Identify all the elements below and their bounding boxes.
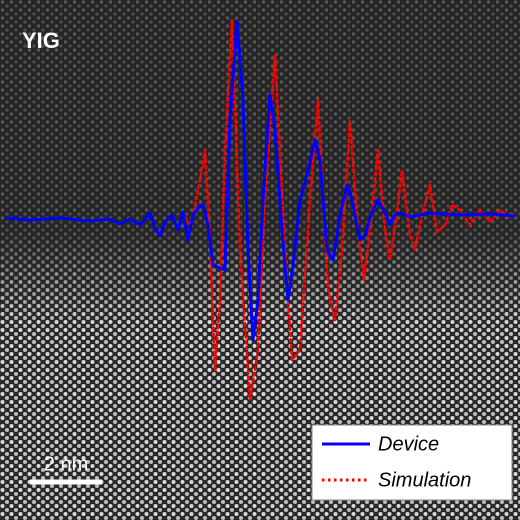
legend-box xyxy=(311,424,513,501)
legend: Device Simulation xyxy=(311,424,513,501)
plot-area xyxy=(4,18,517,402)
series-line xyxy=(4,20,516,342)
chart-title: YIG xyxy=(22,28,60,53)
legend-label: Device xyxy=(378,433,439,455)
scale-bar-label: 2 nm xyxy=(44,453,88,475)
legend-label: Simulation xyxy=(378,469,471,491)
